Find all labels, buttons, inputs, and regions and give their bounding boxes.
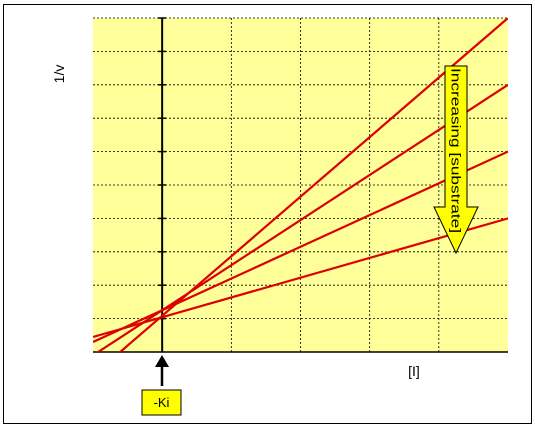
y-axis-label: 1/v — [51, 65, 67, 84]
axes — [93, 17, 508, 353]
down-arrow-icon — [433, 65, 479, 255]
series-line-4 — [93, 217, 508, 339]
series-line-3 — [93, 150, 508, 343]
substrate-arrow-label: Increasing [substrate] — [449, 68, 464, 233]
ki-arrowhead — [155, 355, 169, 367]
series-lines — [93, 18, 508, 352]
x-axis-label: [I] — [408, 363, 420, 379]
substrate-arrow: Increasing [substrate] — [433, 65, 479, 255]
ki-marker: -Ki — [141, 355, 182, 416]
series-line-1 — [118, 18, 508, 352]
ki-label: -Ki — [154, 395, 170, 410]
ki-label-box — [141, 389, 182, 416]
